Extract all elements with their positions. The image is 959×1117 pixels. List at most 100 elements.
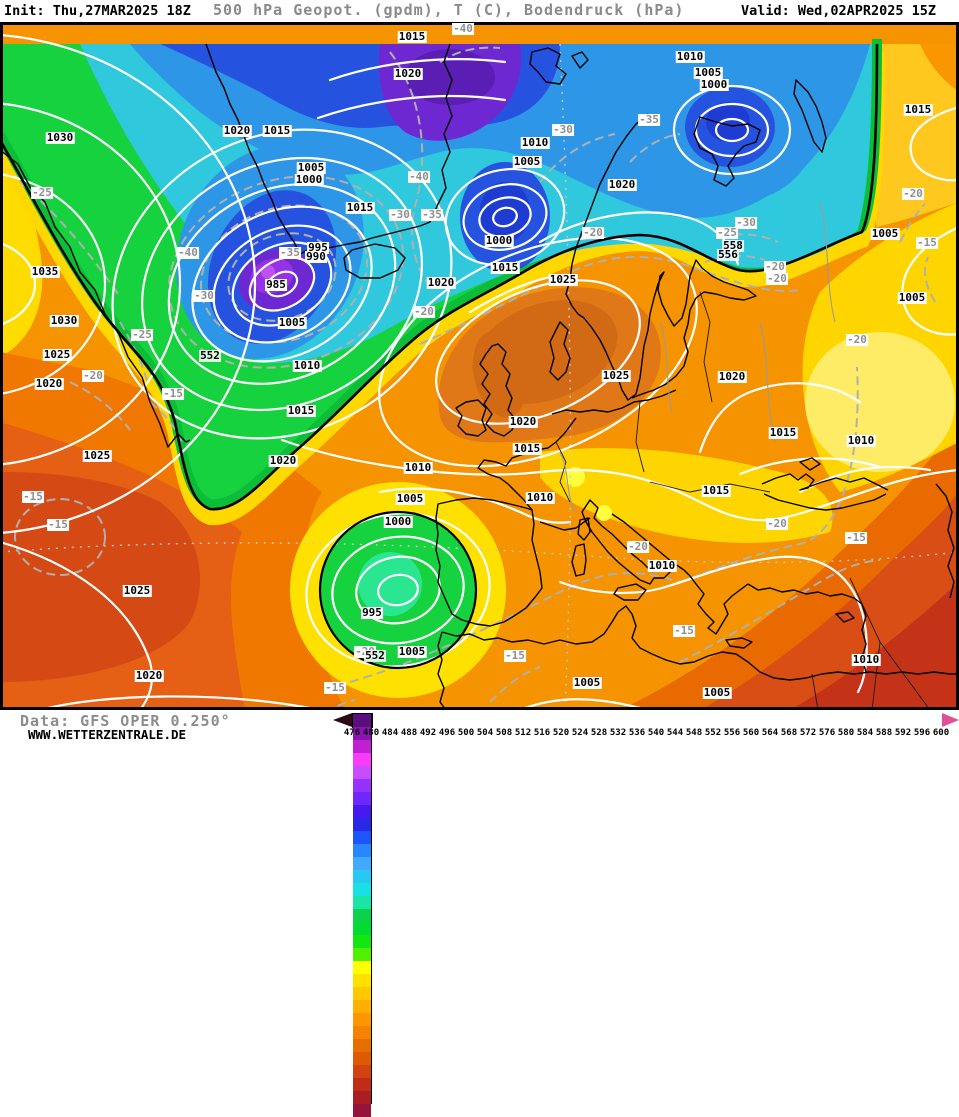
colorbar-cell: [353, 1104, 371, 1117]
temperature-label: -20: [846, 333, 868, 346]
pressure-label: 1020: [426, 276, 456, 289]
colorbar-cell: [353, 883, 372, 896]
colorbar-cell: [353, 987, 372, 1000]
colorbar-cell: [353, 922, 372, 935]
pressure-label: 1015: [490, 261, 520, 274]
colorbar-tick: 564: [761, 728, 779, 738]
pressure-label: 1010: [851, 653, 881, 666]
pressure-label: 1010: [846, 434, 876, 447]
geopotential-label: 552: [199, 349, 221, 362]
pressure-label: 1025: [122, 584, 152, 597]
geopotential-shading: [0, 22, 959, 710]
colorbar-tick: 496: [438, 728, 456, 738]
pressure-label: 1000: [294, 173, 324, 186]
pressure-label: 1005: [397, 645, 427, 658]
pressure-label: 1005: [277, 316, 307, 329]
temperature-label: -25: [716, 226, 738, 239]
init-time-label: Init: Thu,27MAR2025 18Z: [4, 3, 191, 19]
pressure-label: 1005: [897, 291, 927, 304]
temperature-label: -15: [47, 518, 69, 531]
pressure-label: 1020: [134, 669, 164, 682]
map-border: [0, 22, 959, 710]
colorbar-cell: [353, 1091, 372, 1104]
temperature-label: -15: [22, 490, 44, 503]
temperature-label: -20: [764, 260, 786, 273]
graticule: [0, 43, 959, 710]
colorbar-tick: 504: [476, 728, 494, 738]
pressure-label: 995: [361, 606, 383, 619]
pressure-label: 1005: [296, 161, 326, 174]
pressure-label: 1000: [484, 234, 514, 247]
pressure-label: 1030: [49, 314, 79, 327]
colorbar-tick: 528: [590, 728, 608, 738]
colorbar-cell: [353, 727, 372, 740]
pressure-label: 1025: [548, 273, 578, 286]
map-footer: Data: GFS OPER 0.250° WWW.WETTERZENTRALE…: [0, 710, 959, 1117]
temperature-label: -40: [177, 246, 199, 259]
temperature-label: -35: [421, 208, 443, 221]
pressure-label: 1005: [395, 492, 425, 505]
colorbar-cell: [353, 909, 372, 922]
colorbar-tick: 476: [343, 728, 361, 738]
pressure-label: 1020: [222, 124, 252, 137]
colorbar-tick: 520: [552, 728, 570, 738]
pressure-label: 1035: [30, 265, 60, 278]
pressure-label: 1015: [512, 442, 542, 455]
colorbar-cell: [353, 805, 372, 818]
colorbar-cell: [353, 1039, 372, 1052]
pressure-label: 1015: [903, 103, 933, 116]
chart-title: 500 hPa Geopot. (gpdm), T (C), Bodendruc…: [213, 1, 685, 19]
colorbar-cell: [353, 753, 372, 766]
temperature-label: -40: [408, 170, 430, 183]
colorbar-tick: 492: [419, 728, 437, 738]
colorbar-cell: [353, 714, 372, 727]
pressure-label: 1005: [870, 227, 900, 240]
colorbar-tick: 500: [457, 728, 475, 738]
colorbar-cell: [353, 948, 372, 961]
pressure-label: 990: [305, 250, 327, 263]
colorbar-cell: [353, 779, 372, 792]
pressure-label: 1020: [34, 377, 64, 390]
colorbar-right-arrow: [942, 713, 959, 727]
colorbar-tick: 544: [666, 728, 684, 738]
pressure-label: 1000: [383, 515, 413, 528]
colorbar-tick: 580: [837, 728, 855, 738]
colorbar-cell: [353, 792, 372, 805]
colorbar-cell: [353, 857, 372, 870]
pressure-label: 1015: [701, 484, 731, 497]
pressure-label: 1010: [403, 461, 433, 474]
colorbar-tick: 560: [742, 728, 760, 738]
colorbar-tick: 488: [400, 728, 418, 738]
pressure-label: 1005: [512, 155, 542, 168]
colorbar-left-arrow: [333, 713, 352, 727]
pressure-label: 1005: [702, 686, 732, 699]
pressure-label: 1010: [647, 559, 677, 572]
colorbar-tick: 568: [780, 728, 798, 738]
colorbar-tick: 524: [571, 728, 589, 738]
pressure-label: 1025: [82, 449, 112, 462]
pressure-label: 1015: [768, 426, 798, 439]
colorbar-cell: [353, 844, 372, 857]
map-canvas: [0, 22, 959, 710]
pressure-label: 1015: [345, 201, 375, 214]
pressure-label: 1015: [262, 124, 292, 137]
colorbar-cell: [353, 740, 372, 753]
colorbar-cell: [353, 1065, 372, 1078]
weather-map: 1030 1020 1015 1005 1000 1015 995 990 985 1005 101…: [0, 22, 959, 710]
colorbar-cell: [353, 870, 372, 883]
colorbar-tick: 556: [723, 728, 741, 738]
colorbar-tick: 576: [818, 728, 836, 738]
pressure-label: 1005: [572, 676, 602, 689]
colorbar-cell: [353, 831, 372, 844]
temperature-label: -35: [279, 246, 301, 259]
data-source-label: Data: GFS OPER 0.250°: [20, 712, 231, 730]
colorbar-cell: [353, 1026, 372, 1039]
pressure-label: 1020: [393, 67, 423, 80]
colorbar-cell: [353, 818, 372, 831]
temperature-label: -15: [504, 649, 526, 662]
colorbar-tick: 572: [799, 728, 817, 738]
temperature-label: -15: [162, 387, 184, 400]
temperature-label: -35: [638, 113, 660, 126]
temperature-label: -15: [673, 624, 695, 637]
colorbar-cell: [353, 766, 372, 779]
